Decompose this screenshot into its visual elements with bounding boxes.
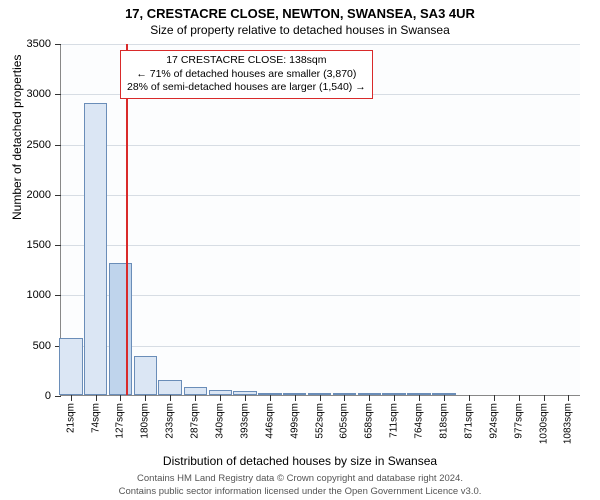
x-tick-label: 552sqm — [314, 403, 325, 439]
histogram-bar — [184, 387, 207, 395]
gridline — [61, 44, 580, 45]
x-tick-label: 446sqm — [264, 403, 275, 439]
x-tick — [419, 395, 420, 401]
x-tick — [444, 395, 445, 401]
gridline — [61, 346, 580, 347]
x-tick — [394, 395, 395, 401]
y-tick-label: 3000 — [27, 88, 61, 100]
x-tick-label: 711sqm — [389, 403, 400, 438]
x-tick-label: 764sqm — [413, 403, 424, 439]
info-line-smaller: ← 71% of detached houses are smaller (3,… — [127, 68, 366, 82]
page-subtitle: Size of property relative to detached ho… — [0, 21, 600, 41]
x-tick-label: 287sqm — [190, 403, 201, 439]
y-tick-label: 3500 — [27, 38, 61, 50]
x-tick-label: 21sqm — [65, 403, 76, 433]
marker-info-box: 17 CRESTACRE CLOSE: 138sqm ← 71% of deta… — [120, 50, 373, 99]
x-tick — [519, 395, 520, 401]
x-tick — [295, 395, 296, 401]
histogram-bar — [84, 103, 107, 395]
x-tick — [568, 395, 569, 401]
x-tick-label: 499sqm — [289, 403, 300, 439]
x-tick — [369, 395, 370, 401]
footer-line1: Contains HM Land Registry data © Crown c… — [0, 473, 600, 485]
x-axis-label: Distribution of detached houses by size … — [0, 454, 600, 468]
x-tick-label: 871sqm — [464, 403, 475, 439]
x-tick — [120, 395, 121, 401]
x-tick-label: 340sqm — [215, 403, 226, 439]
x-tick-label: 1083sqm — [563, 403, 574, 444]
gridline — [61, 145, 580, 146]
histogram-bar — [134, 356, 157, 395]
gridline — [61, 195, 580, 196]
x-tick-label: 658sqm — [364, 403, 375, 439]
footer: Contains HM Land Registry data © Crown c… — [0, 473, 600, 498]
x-tick — [270, 395, 271, 401]
x-tick-label: 127sqm — [115, 403, 126, 439]
x-tick-label: 180sqm — [140, 403, 151, 439]
x-tick-label: 924sqm — [488, 403, 499, 439]
info-line-larger: 28% of semi-detached houses are larger (… — [127, 81, 366, 95]
y-tick-label: 500 — [33, 340, 61, 352]
x-tick — [494, 395, 495, 401]
y-tick-label: 2000 — [27, 189, 61, 201]
footer-line2: Contains public sector information licen… — [0, 486, 600, 498]
chart-area: 050010001500200025003000350021sqm74sqm12… — [60, 44, 580, 396]
x-tick — [71, 395, 72, 401]
x-tick-label: 393sqm — [240, 403, 251, 439]
x-tick — [344, 395, 345, 401]
gridline — [61, 245, 580, 246]
x-tick — [245, 395, 246, 401]
x-tick-label: 977sqm — [513, 403, 524, 439]
x-tick — [170, 395, 171, 401]
y-tick-label: 1500 — [27, 239, 61, 251]
histogram-bar — [158, 380, 181, 395]
y-axis-label: Number of detached properties — [10, 55, 24, 220]
y-tick-label: 1000 — [27, 289, 61, 301]
x-tick-label: 818sqm — [439, 403, 450, 439]
x-tick — [320, 395, 321, 401]
x-tick-label: 605sqm — [339, 403, 350, 439]
x-tick-label: 74sqm — [90, 403, 101, 433]
x-tick-label: 1030sqm — [538, 403, 549, 444]
x-tick — [544, 395, 545, 401]
x-tick — [195, 395, 196, 401]
x-tick-label: 233sqm — [165, 403, 176, 439]
histogram-bar — [109, 263, 132, 395]
gridline — [61, 295, 580, 296]
x-tick — [220, 395, 221, 401]
y-tick-label: 2500 — [27, 139, 61, 151]
page-title: 17, CRESTACRE CLOSE, NEWTON, SWANSEA, SA… — [0, 0, 600, 21]
x-tick — [469, 395, 470, 401]
x-tick — [145, 395, 146, 401]
info-line-address: 17 CRESTACRE CLOSE: 138sqm — [127, 54, 366, 68]
x-tick — [96, 395, 97, 401]
histogram-bar — [59, 338, 82, 395]
